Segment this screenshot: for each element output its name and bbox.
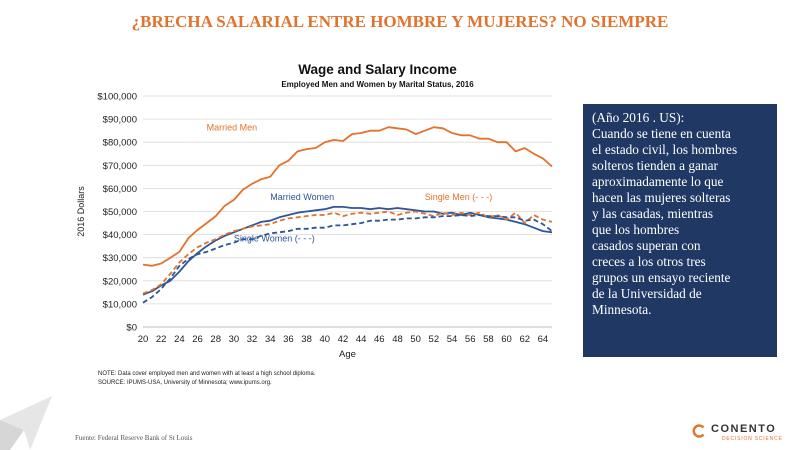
- x-tick-label: 30: [229, 334, 240, 345]
- y-tick-label: $70,000: [103, 161, 137, 172]
- decorative-arrow-shape: [0, 396, 52, 450]
- y-tick-label: $0: [126, 323, 137, 334]
- series-label: Married Men: [207, 123, 258, 133]
- info-line: (Año 2016 . US):: [592, 110, 685, 125]
- x-tick-label: 34: [265, 334, 276, 345]
- source-text: Fuente: Federal Reserve Bank of St Louis: [75, 434, 193, 442]
- x-tick-label: 32: [247, 334, 258, 345]
- x-tick-label: 44: [356, 334, 367, 345]
- info-box: (Año 2016 . US): Cuando se tiene en cuen…: [583, 104, 777, 357]
- info-line: aproximadamente lo que: [592, 174, 724, 189]
- y-tick-label: $50,000: [103, 207, 137, 218]
- conento-logo: CONENTO DECISION SCIENCE: [692, 420, 792, 444]
- info-line: Minnesota.: [592, 302, 652, 317]
- logo-mark-icon: [692, 424, 705, 438]
- x-tick-label: 20: [138, 334, 149, 345]
- x-tick-label: 60: [501, 334, 512, 345]
- chart-subtitle: Employed Men and Women by Marital Status…: [281, 80, 474, 89]
- info-line: creces a los otros tres: [592, 254, 706, 269]
- x-tick-label: 50: [410, 334, 421, 345]
- x-tick-label: 42: [338, 334, 349, 345]
- x-tick-label: 54: [447, 334, 458, 345]
- x-tick-label: 24: [174, 334, 185, 345]
- x-tick-label: 46: [374, 334, 385, 345]
- x-tick-label: 22: [156, 334, 167, 345]
- series-label: Married Women: [270, 192, 334, 202]
- x-tick-label: 64: [538, 334, 549, 345]
- x-tick-label: 36: [283, 334, 294, 345]
- series-line-single-women: [142, 214, 553, 304]
- y-tick-label: $60,000: [103, 184, 137, 195]
- chart-title: Wage and Salary Income: [298, 62, 457, 77]
- info-line: solteros tienden a ganar: [592, 158, 718, 173]
- info-line: casados superan con: [592, 238, 701, 253]
- info-line: de la Universidad de: [592, 286, 702, 301]
- x-tick-label: 38: [301, 334, 312, 345]
- y-axis-label: 2016 Dollars: [76, 186, 86, 237]
- logo-tagline: DECISION SCIENCE: [722, 436, 783, 442]
- series-line-married-men: [142, 126, 553, 267]
- x-axis-label: Age: [339, 349, 356, 360]
- x-tick-label: 48: [392, 334, 403, 345]
- series-line-single-men: [142, 210, 553, 295]
- info-line: que los hombres: [592, 222, 680, 237]
- y-tick-label: $100,000: [97, 92, 137, 103]
- logo-name: CONENTO: [711, 423, 777, 435]
- x-tick-label: 52: [429, 334, 440, 345]
- x-tick-label: 62: [519, 334, 530, 345]
- chart-source-note: SOURCE: IPUMS-USA, University of Minneso…: [98, 380, 272, 386]
- wage-income-chart: $0 $10,000 $20,000 $30,000 $40,000 $50,000 $60…: [76, 62, 553, 360]
- x-tick-label: 26: [192, 334, 203, 345]
- info-line: y las casadas, mientras: [592, 206, 714, 221]
- x-tick-label: 40: [319, 334, 330, 345]
- series-line-married-women: [142, 205, 553, 296]
- y-tick-label: $80,000: [103, 138, 137, 149]
- chart-note: NOTE: Data cover employed men and women …: [98, 371, 316, 377]
- slide-title: ¿BRECHA SALARIAL ENTRE HOMBRE Y MUJERES?…: [131, 12, 669, 31]
- y-tick-label: $30,000: [103, 253, 137, 264]
- series-label: Single Men (- - -): [425, 192, 493, 202]
- info-line: Cuando se tiene en cuenta: [592, 126, 731, 141]
- y-tick-label: $20,000: [103, 276, 137, 287]
- info-line: grupos un ensayo reciente: [592, 270, 731, 285]
- y-tick-label: $90,000: [103, 115, 137, 126]
- x-tick-label: 56: [465, 334, 476, 345]
- series-label: Single Women (- - -): [234, 234, 315, 244]
- x-tick-label: 28: [210, 334, 221, 345]
- y-tick-label: $10,000: [103, 299, 137, 310]
- y-tick-label: $40,000: [103, 230, 137, 241]
- info-line: hacen las mujeres solteras: [592, 190, 731, 205]
- info-line: el estado civil, los hombres: [592, 142, 738, 157]
- x-tick-label: 58: [483, 334, 494, 345]
